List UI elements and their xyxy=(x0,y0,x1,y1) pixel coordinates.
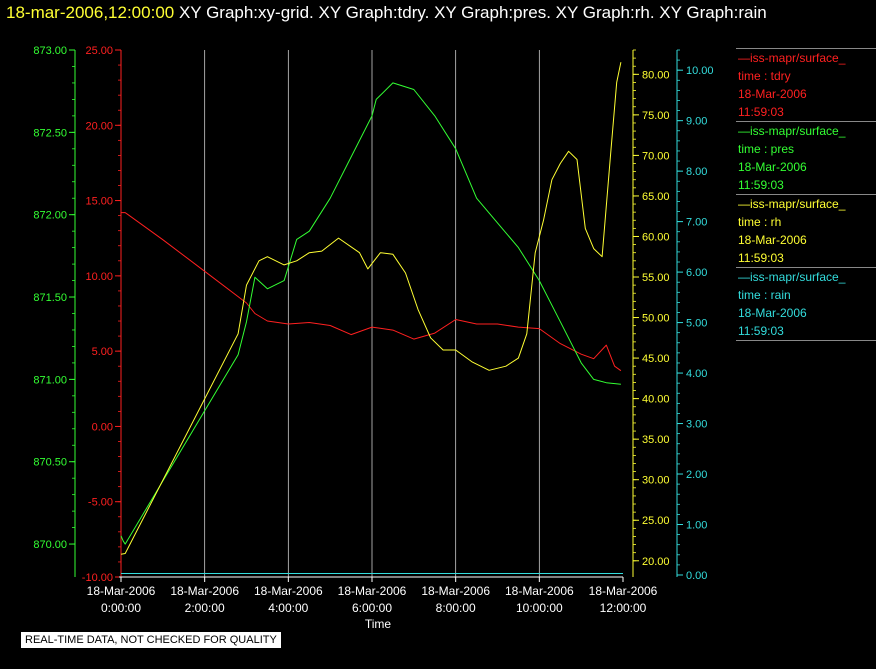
tdry-tick-label: -10.00 xyxy=(82,572,113,584)
series-line-pres xyxy=(120,82,621,545)
legend-entry-time: 11:59:03 xyxy=(738,324,784,338)
legend-entry-var: time : tdry xyxy=(738,69,791,83)
tdry-tick-label: 20.00 xyxy=(85,120,113,132)
x-tick-label-date: 18-Mar-2006 xyxy=(589,584,658,598)
pres-tick-label: 870.50 xyxy=(33,457,67,469)
legend-entry-time: 11:59:03 xyxy=(738,178,784,192)
rh-tick-label: 60.00 xyxy=(642,231,670,243)
rh-tick-label: 20.00 xyxy=(642,556,670,568)
tdry-tick-label: 0.00 xyxy=(92,421,113,433)
legend-entry-date: 18-Mar-2006 xyxy=(738,306,807,320)
x-tick-label-time: 0:00:00 xyxy=(101,601,141,615)
legend-entry-var: time : pres xyxy=(738,142,795,156)
chart-axes: 870.00 870.50 871.00 871.50 872.00 872.50 873.… xyxy=(33,45,713,584)
pres-tick-label: 873.00 xyxy=(33,45,67,57)
x-tick-label-date: 18-Mar-2006 xyxy=(170,584,239,598)
tdry-tick-label: 10.00 xyxy=(85,271,113,283)
rh-tick-label: 30.00 xyxy=(642,475,670,487)
chart-legend: —iss-mapr/surface_ time : tdry 18-Mar-2006… xyxy=(736,48,876,341)
legend-entry: —iss-mapr/surface_time : pres 18-Mar-2006… xyxy=(736,121,876,194)
chart-series xyxy=(120,62,623,574)
legend-entry: —iss-mapr/surface_time : rain 18-Mar-2006… xyxy=(736,267,876,341)
rh-tick-label: 50.00 xyxy=(642,313,670,325)
rain-tick-label: 10.00 xyxy=(686,65,714,77)
pres-tick-label: 871.50 xyxy=(33,292,67,304)
rh-tick-label: 25.00 xyxy=(642,515,670,527)
legend-entry-time: 11:59:03 xyxy=(738,251,784,265)
legend-entry-time: 11:59:03 xyxy=(738,105,784,119)
pres-tick-label: 872.00 xyxy=(33,210,67,222)
pres-tick-label: 870.00 xyxy=(33,539,67,551)
x-tick-label-time: 8:00:00 xyxy=(436,601,476,615)
rh-tick-label: 35.00 xyxy=(642,434,670,446)
legend-entry: —iss-mapr/surface_time : tdry 18-Mar-2006… xyxy=(736,48,876,121)
title-datetime: 18-mar-2006,12:00:00 xyxy=(6,3,175,22)
rh-tick-label: 55.00 xyxy=(642,272,670,284)
rh-tick-label: 45.00 xyxy=(642,353,670,365)
rh-tick-label: 65.00 xyxy=(642,191,670,203)
legend-entry-source: —iss-mapr/surface_ xyxy=(738,124,846,138)
title-graph-list: XY Graph:xy-grid. XY Graph:tdry. XY Grap… xyxy=(178,3,767,22)
window-title: 18-mar-2006,12:00:00 XY Graph:xy-grid. X… xyxy=(6,2,767,24)
series-line-tdry xyxy=(121,212,622,372)
rain-tick-label: 0.00 xyxy=(686,570,707,582)
rh-tick-label: 75.00 xyxy=(642,110,670,122)
rain-tick-label: 3.00 xyxy=(686,419,707,431)
legend-entry-date: 18-Mar-2006 xyxy=(738,160,807,174)
x-tick-label-time: 10:00:00 xyxy=(516,601,563,615)
quality-disclaimer: REAL-TIME DATA, NOT CHECKED FOR QUALITY xyxy=(20,631,282,649)
legend-entry-date: 18-Mar-2006 xyxy=(738,233,807,247)
rain-tick-label: 8.00 xyxy=(686,166,707,178)
legend-entry-source: —iss-mapr/surface_ xyxy=(738,51,846,65)
x-tick-label-time: 4:00:00 xyxy=(268,601,308,615)
rh-tick-label: 40.00 xyxy=(642,394,670,406)
rh-tick-label: 70.00 xyxy=(642,150,670,162)
rain-tick-label: 5.00 xyxy=(686,318,707,330)
pres-tick-label: 872.50 xyxy=(33,127,67,139)
x-tick-label-time: 12:00:00 xyxy=(600,601,647,615)
rain-tick-label: 7.00 xyxy=(686,217,707,229)
legend-entry: —iss-mapr/surface_time : rh 18-Mar-2006 11… xyxy=(736,194,876,267)
legend-entry-source: —iss-mapr/surface_ xyxy=(738,197,846,211)
x-tick-label-date: 18-Mar-2006 xyxy=(87,584,156,598)
rain-tick-label: 4.00 xyxy=(686,368,707,380)
rain-tick-label: 1.00 xyxy=(686,520,707,532)
x-axis-ticks: 18-Mar-2006 0:00:00 18-Mar-2006 2:00:00 18-M… xyxy=(87,576,658,615)
x-tick-label-date: 18-Mar-2006 xyxy=(505,584,574,598)
legend-entry-var: time : rh xyxy=(738,215,782,229)
rain-tick-label: 2.00 xyxy=(686,469,707,481)
tdry-tick-label: 5.00 xyxy=(92,346,113,358)
chart-grid xyxy=(204,50,540,577)
x-axis-title: Time xyxy=(364,617,392,631)
x-tick-label-date: 18-Mar-2006 xyxy=(254,584,323,598)
tdry-tick-label: 15.00 xyxy=(85,196,113,208)
rh-tick-label: 80.00 xyxy=(642,69,670,81)
x-tick-label-date: 18-Mar-2006 xyxy=(421,584,490,598)
pres-tick-label: 871.00 xyxy=(33,374,67,386)
legend-entry-var: time : rain xyxy=(738,288,791,302)
tdry-tick-label: 25.00 xyxy=(85,45,113,57)
legend-entry-source: —iss-mapr/surface_ xyxy=(738,270,846,284)
tdry-tick-label: -5.00 xyxy=(88,497,113,509)
x-tick-label-time: 2:00:00 xyxy=(185,601,225,615)
x-tick-label-time: 6:00:00 xyxy=(352,601,392,615)
rain-tick-label: 6.00 xyxy=(686,267,707,279)
x-tick-label-date: 18-Mar-2006 xyxy=(338,584,407,598)
rain-tick-label: 9.00 xyxy=(686,116,707,128)
series-line-rh xyxy=(120,62,622,555)
legend-entry-date: 18-Mar-2006 xyxy=(738,87,807,101)
